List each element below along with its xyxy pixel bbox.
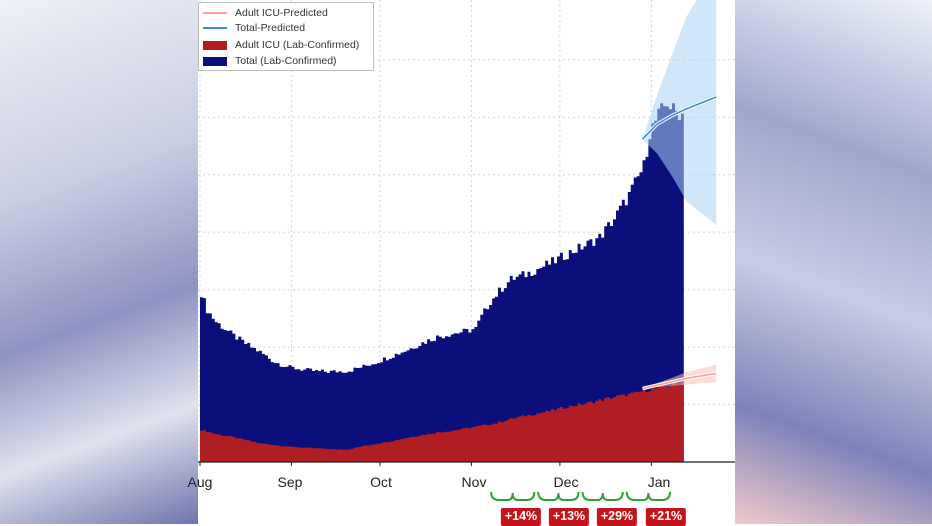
percent-brace-3 [581,491,624,501]
chart-legend: Adult ICU-Predicted Total-Predicted Adul… [198,2,374,71]
prediction-total-line [641,96,717,140]
legend-entry-adult-icu-predicted: Adult ICU-Predicted [203,6,328,20]
pct-change-badge-3: +29% [596,508,638,526]
percent-brace-1 [490,491,536,501]
series-area-total-lab-confirmed [200,103,684,462]
background-left-panel [0,0,198,524]
x-tick-label-jan: Jan [647,474,671,490]
series-area-adult-icu-lab-confirmed [200,382,684,462]
background-right-panel [735,0,932,524]
legend-label-adult-icu-predicted: Adult ICU-Predicted [235,7,328,19]
legend-swatch-adult-icu-predicted [203,12,227,14]
x-axis-ticks [199,462,652,466]
legend-entry-adult-icu-lab-confirmed: Adult ICU (Lab-Confirmed) [203,38,359,52]
legend-label-adult-icu-lab-confirmed: Adult ICU (Lab-Confirmed) [235,39,360,51]
legend-entry-total-predicted: Total-Predicted [203,21,305,35]
legend-swatch-adult-icu-lab-confirmed [203,40,227,50]
percent-braces [490,491,671,501]
legend-label-total-predicted: Total-Predicted [235,22,306,34]
x-tick-label-sep: Sep [277,474,303,490]
x-tick-label-aug: Aug [187,474,213,490]
prediction-layer [641,0,717,391]
legend-swatch-total-lab-confirmed [203,56,227,66]
x-tick-label-dec: Dec [553,474,579,490]
legend-swatch-total-predicted [203,27,227,29]
legend-entry-total-lab-confirmed: Total (Lab-Confirmed) [203,54,337,68]
prediction-adult-icu-band [642,364,717,389]
legend-label-total-lab-confirmed: Total (Lab-Confirmed) [235,55,337,67]
x-tick-label-nov: Nov [461,474,487,490]
percent-brace-4 [625,491,671,501]
pct-change-badge-1: +14% [500,508,542,526]
percent-brace-2 [537,491,580,501]
pct-change-badge-4: +21% [645,508,687,526]
prediction-adult-icu-line [642,372,717,390]
pct-change-badge-2: +13% [548,508,590,526]
x-tick-label-oct: Oct [370,474,392,490]
series-areas [200,103,684,462]
